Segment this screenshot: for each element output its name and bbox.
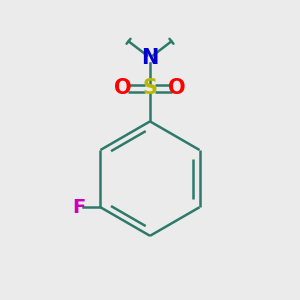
Text: O: O: [114, 79, 132, 98]
Text: N: N: [141, 48, 159, 68]
Text: O: O: [168, 79, 186, 98]
Text: F: F: [72, 198, 86, 217]
Text: S: S: [142, 79, 158, 98]
